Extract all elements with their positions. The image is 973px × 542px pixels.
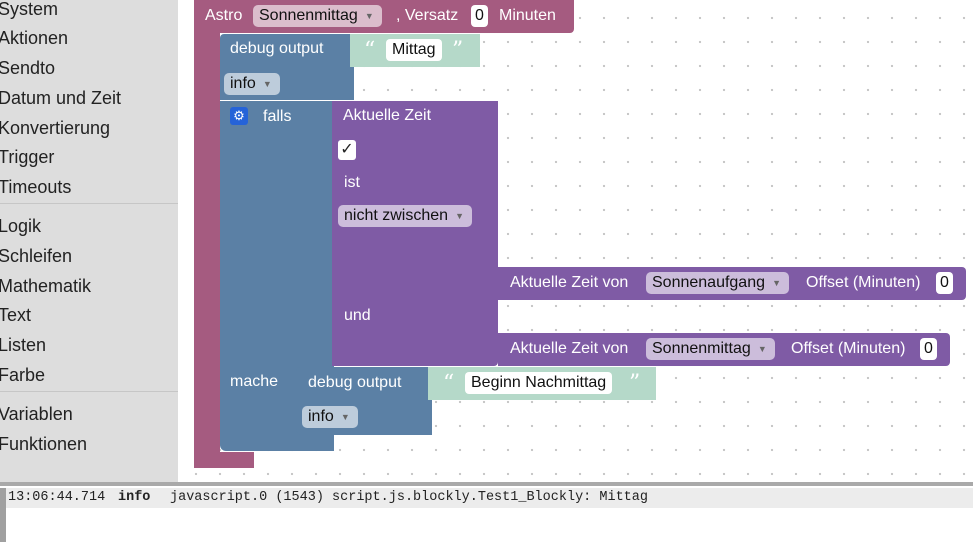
astro-label: Astro [205, 7, 243, 24]
category-schleifen[interactable]: Schleifen [0, 246, 73, 266]
log-empty-area [0, 508, 973, 542]
category-farbe[interactable]: Farbe [0, 365, 46, 385]
close-quote-icon: ” [629, 371, 641, 396]
time2-event-value: Sonnenmittag [652, 340, 751, 357]
open-quote-icon: “ [364, 38, 376, 63]
category-trigger[interactable]: Trigger [0, 147, 55, 167]
time1-event-dropdown[interactable]: Sonnenaufgang ▼ [646, 272, 789, 294]
astro-event-value: Sonnenmittag [259, 7, 358, 24]
if-label: falls [263, 108, 292, 125]
category-listen[interactable]: Listen [0, 335, 47, 355]
debug2-text-input[interactable]: Beginn Nachmittag [465, 372, 613, 394]
operator-value: nicht zwischen [344, 207, 449, 224]
debug2-label: debug output [308, 374, 402, 391]
category-text[interactable]: Text [0, 305, 32, 325]
log-message: javascript.0 (1543) script.js.blockly.Te… [170, 490, 648, 505]
operator-dropdown[interactable]: nicht zwischen ▼ [338, 205, 473, 227]
debug1-level-value: info [230, 75, 256, 92]
time1-offset-label: Offset (Minuten) [806, 274, 921, 291]
debug1-level-dropdown[interactable]: info ▼ [224, 73, 280, 95]
log-panel: 13:06:44.714 info javascript.0 (1543) sc… [0, 482, 973, 542]
category-logik[interactable]: Logik [0, 216, 42, 236]
chevron-down-icon: ▼ [364, 11, 374, 21]
chevron-down-icon: ▼ [757, 344, 767, 354]
astro-offset-label: , Versatz [396, 7, 459, 24]
category-datum-und-zeit[interactable]: Datum und Zeit [0, 88, 122, 108]
is-label: ist [344, 174, 360, 191]
time2-offset-label: Offset (Minuten) [791, 340, 906, 357]
gear-icon[interactable]: ⚙ [230, 107, 248, 125]
category-separator [0, 203, 178, 204]
time2-label: Aktuelle Zeit von [510, 340, 629, 357]
chevron-down-icon: ▼ [772, 278, 781, 288]
astro-offset-input[interactable]: 0 [471, 5, 488, 27]
log-row[interactable]: 13:06:44.714 info javascript.0 (1543) sc… [0, 488, 973, 508]
checkbox[interactable]: ✓ [338, 140, 356, 160]
time1-label: Aktuelle Zeit von [510, 274, 629, 291]
category-separator [0, 391, 178, 392]
category-mathematik[interactable]: Mathematik [0, 276, 92, 296]
time-check-label: Aktuelle Zeit [343, 107, 432, 124]
blockly-workspace[interactable]: Astro Sonnenmittag ▼ , Versatz 0 Minuten … [178, 0, 973, 482]
category-system[interactable]: System [0, 0, 59, 19]
time2-offset-input[interactable]: 0 [920, 338, 937, 360]
chevron-down-icon: ▼ [262, 79, 272, 89]
category-timeouts[interactable]: Timeouts [0, 177, 72, 197]
time2-event-dropdown[interactable]: Sonnenmittag ▼ [646, 338, 775, 360]
close-quote-icon: ” [452, 38, 464, 63]
log-level: info [118, 490, 151, 505]
and-label: und [344, 307, 371, 324]
toolbox-sidebar: System Aktionen Sendto Datum und Zeit Ko… [0, 0, 178, 482]
open-quote-icon: “ [443, 371, 455, 396]
astro-block-bottom [194, 452, 254, 468]
astro-unit-label: Minuten [499, 7, 556, 24]
time1-event-value: Sonnenaufgang [652, 274, 765, 291]
debug1-label: debug output [230, 40, 324, 57]
category-funktionen[interactable]: Funktionen [0, 434, 88, 454]
category-konvertierung[interactable]: Konvertierung [0, 118, 111, 138]
do-label: mache [230, 373, 279, 390]
astro-event-dropdown[interactable]: Sonnenmittag ▼ [253, 5, 382, 27]
category-sendto[interactable]: Sendto [0, 58, 56, 78]
debug2-level-dropdown[interactable]: info ▼ [302, 406, 358, 428]
time1-offset-input[interactable]: 0 [936, 272, 953, 294]
category-variablen[interactable]: Variablen [0, 404, 73, 424]
time-compare-block[interactable] [332, 101, 498, 366]
debug1-text-input[interactable]: Mittag [386, 39, 442, 61]
debug2-level-value: info [308, 408, 334, 425]
log-time: 13:06:44.714 [8, 490, 106, 505]
astro-block-spine [194, 0, 220, 468]
category-aktionen[interactable]: Aktionen [0, 28, 69, 48]
chevron-down-icon: ▼ [455, 211, 465, 221]
chevron-down-icon: ▼ [340, 412, 350, 422]
